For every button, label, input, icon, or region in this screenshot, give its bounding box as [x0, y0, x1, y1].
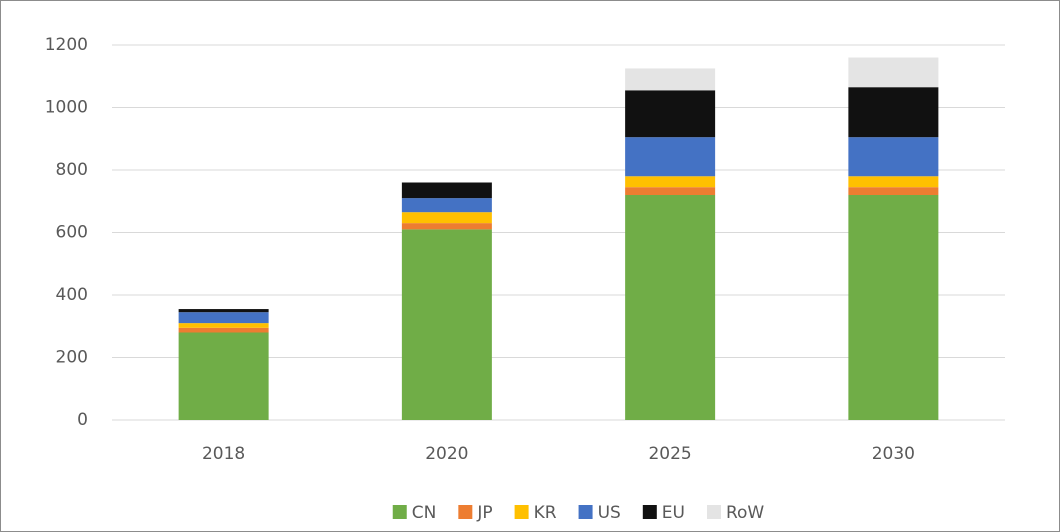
legend-swatch	[514, 505, 529, 519]
y-tick-label: 800	[56, 160, 88, 180]
bar-segment	[401, 212, 492, 224]
y-tick-label: 600	[56, 223, 88, 243]
legend-label: US	[598, 503, 621, 523]
legend-label: KR	[534, 503, 557, 523]
bar-segment	[178, 323, 269, 328]
legend-swatch	[458, 505, 473, 519]
bar-segment	[625, 195, 716, 420]
bar-segment	[848, 176, 939, 188]
bar-segment	[848, 137, 939, 177]
legend-swatch	[392, 505, 407, 519]
legend-label: CN	[412, 503, 437, 523]
y-tick-label: 1000	[45, 98, 88, 118]
y-tick-label: 200	[56, 348, 88, 368]
bar-segment	[848, 187, 939, 195]
bar-segment	[178, 309, 269, 313]
bar-segment	[178, 327, 269, 333]
legend-label: JP	[476, 503, 492, 523]
bar-segment	[625, 90, 716, 138]
legend-swatch	[706, 505, 721, 519]
bar-segment	[401, 229, 492, 420]
x-tick-label: 2020	[425, 444, 468, 464]
bar-segment	[625, 68, 716, 91]
bar-segment	[625, 176, 716, 188]
bar-segment	[625, 137, 716, 177]
y-tick-label: 400	[56, 285, 88, 305]
legend-label: RoW	[726, 503, 764, 523]
x-tick-label: 2018	[202, 444, 245, 464]
y-tick-label: 1200	[45, 35, 88, 55]
bar-segment	[848, 195, 939, 420]
bar-segment	[401, 223, 492, 230]
x-tick-label: 2030	[872, 444, 915, 464]
bar-segment	[848, 57, 939, 88]
legend-swatch	[642, 505, 657, 519]
bar-segment	[848, 87, 939, 138]
bar-segment	[401, 198, 492, 213]
legend-swatch	[578, 505, 593, 519]
bar-segment	[401, 182, 492, 199]
bar-segment	[625, 187, 716, 195]
legend-label: EU	[662, 503, 685, 523]
bar-segment	[178, 312, 269, 324]
bar-segment	[178, 332, 269, 420]
y-tick-label: 0	[77, 410, 88, 430]
x-tick-label: 2025	[648, 444, 691, 464]
